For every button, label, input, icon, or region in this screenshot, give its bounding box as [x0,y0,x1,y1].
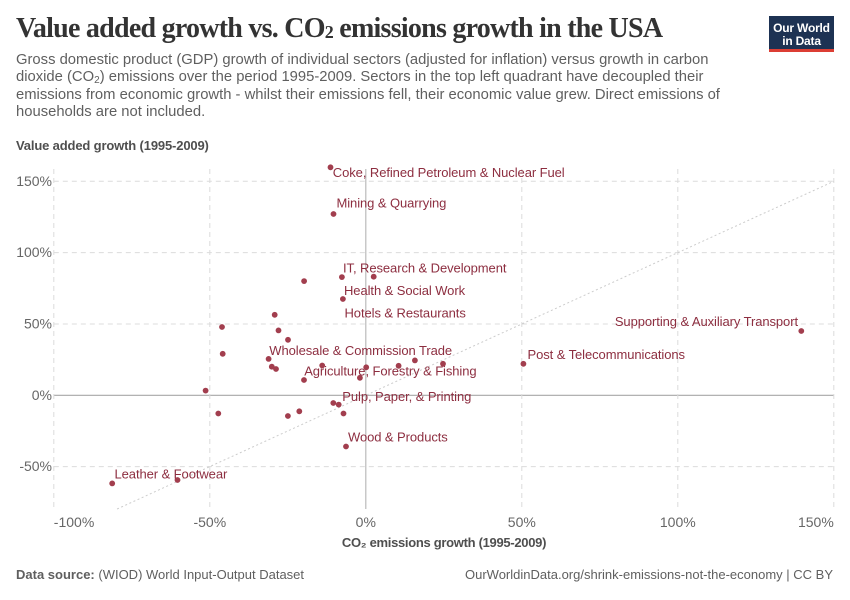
svg-text:0%: 0% [356,514,376,530]
svg-text:50%: 50% [24,316,52,332]
svg-text:-50%: -50% [193,514,226,530]
svg-text:Pulp, Paper, & Printing: Pulp, Paper, & Printing [342,389,471,404]
svg-text:100%: 100% [16,244,52,260]
svg-text:50%: 50% [508,514,536,530]
svg-text:Value added growth (1995-2009): Value added growth (1995-2009) [16,138,209,153]
svg-text:Coke, Refined Petroleum & Nucl: Coke, Refined Petroleum & Nuclear Fuel [333,165,565,180]
svg-text:IT, Research & Development: IT, Research & Development [343,261,507,276]
svg-text:-50%: -50% [19,458,52,474]
svg-text:Supporting & Auxiliary Transpo: Supporting & Auxiliary Transport [615,314,799,329]
svg-text:100%: 100% [660,514,696,530]
svg-text:150%: 150% [798,514,834,530]
svg-text:-100%: -100% [54,514,94,530]
svg-text:Health & Social Work: Health & Social Work [344,283,466,298]
svg-text:Wood & Products: Wood & Products [348,430,448,445]
svg-text:Wholesale & Commission Trade: Wholesale & Commission Trade [269,343,452,358]
svg-text:Leather & Footwear: Leather & Footwear [115,467,228,482]
svg-text:0%: 0% [32,387,52,403]
svg-text:Hotels & Restaurants: Hotels & Restaurants [345,306,467,321]
svg-text:150%: 150% [16,173,52,189]
svg-text:Post & Telecommunications: Post & Telecommunications [528,347,686,362]
svg-text:Agriculture, Forestry & Fishin: Agriculture, Forestry & Fishing [304,364,476,379]
svg-text:CO₂ emissions growth (1995-200: CO₂ emissions growth (1995-2009) [342,535,546,550]
svg-text:Mining & Quarrying: Mining & Quarrying [337,196,447,211]
